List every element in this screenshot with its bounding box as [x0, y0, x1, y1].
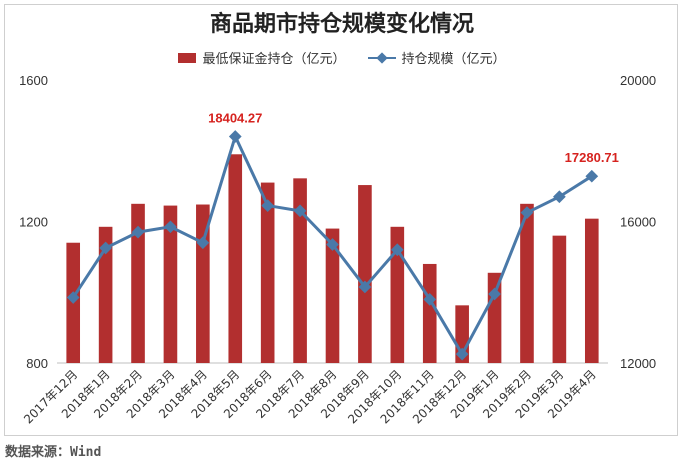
- left-tick-label: 1600: [19, 73, 48, 88]
- left-tick-label: 1200: [19, 215, 48, 230]
- bar: [260, 182, 275, 363]
- legend-bar-swatch: [178, 52, 197, 63]
- right-tick-label: 16000: [620, 215, 656, 230]
- line-point: [390, 243, 404, 257]
- bar: [163, 205, 178, 363]
- bar: [358, 185, 372, 363]
- line-point: [228, 130, 242, 143]
- bar: [422, 263, 437, 363]
- data-label: 18404.27: [208, 110, 262, 125]
- line-point: [261, 199, 275, 212]
- right-tick-label: 12000: [620, 356, 656, 371]
- chart-title: 商品期市持仓规模变化情况: [209, 12, 474, 37]
- bar: [520, 203, 534, 363]
- line-point: [326, 238, 339, 251]
- bar: [390, 226, 405, 363]
- line-point: [455, 347, 469, 361]
- chart-frame: [4, 4, 678, 436]
- legend-line-swatch: [367, 53, 396, 63]
- line-point: [293, 204, 307, 218]
- legend-item-margin: 最低保证金持仓（亿元）: [178, 48, 346, 67]
- line-point: [99, 241, 112, 255]
- left-tick-label: 800: [26, 356, 48, 371]
- right-tick-label: 20000: [620, 73, 656, 88]
- data-label: 17280.71: [565, 150, 619, 165]
- line-point: [423, 292, 437, 306]
- line-point: [164, 220, 177, 234]
- bar: [487, 272, 502, 363]
- bar: [228, 154, 243, 363]
- line-point: [66, 291, 80, 304]
- bar: [584, 218, 599, 363]
- legend-label-scale: 持仓规模（亿元）: [401, 52, 506, 67]
- bar: [552, 235, 567, 363]
- source-note: 数据来源：Wind: [5, 445, 102, 460]
- bar: [293, 178, 307, 363]
- bar: [98, 226, 113, 363]
- line-point: [131, 225, 145, 239]
- legend-item-scale: 持仓规模（亿元）: [367, 48, 506, 67]
- line-point: [358, 280, 372, 294]
- legend-label-margin: 最低保证金持仓（亿元）: [202, 52, 346, 67]
- line-point: [488, 287, 501, 301]
- bar: [325, 228, 340, 363]
- bar: [131, 203, 145, 363]
- legend: 最低保证金持仓（亿元） 持仓规模（亿元）: [0, 48, 684, 67]
- line-point: [196, 236, 210, 250]
